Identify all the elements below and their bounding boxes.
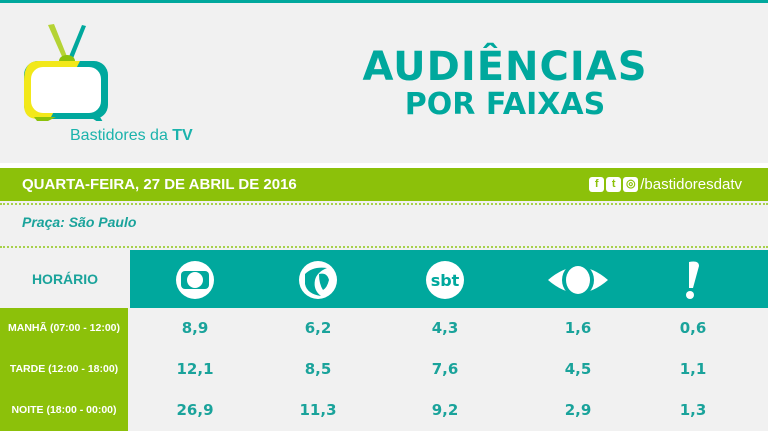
sbt-logo-icon: sbt (426, 261, 464, 299)
globo-logo-icon (176, 261, 214, 299)
rating-value: 26,9 (176, 401, 214, 419)
row-label: MANHÃ (07:00 - 12:00) (0, 308, 128, 349)
social-handle[interactable]: /bastidoresdatv (640, 176, 742, 193)
page-title: AUDIÊNCIAS POR FAIXAS (320, 45, 690, 121)
title-line-2: POR FAIXAS (404, 87, 606, 122)
rating-value: 4,3 (431, 319, 459, 337)
row-label: NOITE (18:00 - 00:00) (0, 390, 128, 431)
rating-value: 4,5 (564, 360, 592, 378)
rating-value: 1,6 (564, 319, 592, 337)
band-logo-icon (548, 263, 608, 297)
row-label: TARDE (12:00 - 18:00) (0, 349, 128, 390)
dotted-divider (0, 246, 768, 248)
rating-value: 8,5 (304, 360, 332, 378)
brand-name: Bastidores da TV (70, 127, 193, 145)
record-logo-icon (299, 261, 337, 299)
dotted-divider (0, 203, 768, 205)
rating-value: 0,6 (679, 319, 707, 337)
horario-header: HORÁRIO (31, 271, 99, 287)
rating-value: 6,2 (304, 319, 332, 337)
instagram-icon[interactable]: ◎ (623, 177, 639, 192)
brand-text: Bastidores da (70, 127, 173, 144)
rating-value: 1,1 (679, 360, 707, 378)
table-row: TARDE (12:00 - 18:00) 12,1 8,5 7,6 4,5 1… (0, 349, 768, 390)
tv-logo (24, 24, 108, 121)
rating-value: 2,9 (564, 401, 592, 419)
brand-text-bold: TV (172, 127, 193, 144)
date-bar: QUARTA-FEIRA, 27 DE ABRIL DE 2016 f t ◎ … (0, 168, 768, 201)
rating-value: 11,3 (299, 401, 337, 419)
rating-value: 12,1 (176, 360, 214, 378)
date-text: QUARTA-FEIRA, 27 DE ABRIL DE 2016 (22, 176, 297, 193)
praca-label: Praça: São Paulo (22, 214, 137, 230)
redetv-logo-icon (686, 261, 699, 299)
rating-value: 1,3 (679, 401, 707, 419)
header: Bastidores da TV AUDIÊNCIAS POR FAIXAS (0, 3, 768, 163)
social-links[interactable]: f t ◎ /bastidoresdatv (589, 168, 742, 201)
rating-value: 9,2 (431, 401, 459, 419)
twitter-icon[interactable]: t (606, 177, 622, 192)
rating-value: 8,9 (181, 319, 209, 337)
table-row: MANHÃ (07:00 - 12:00) 8,9 6,2 4,3 1,6 0,… (0, 308, 768, 349)
facebook-icon[interactable]: f (589, 177, 605, 192)
table-header: HORÁRIO sbt (0, 250, 768, 308)
svg-text:sbt: sbt (431, 271, 460, 290)
ratings-table: MANHÃ (07:00 - 12:00) 8,9 6,2 4,3 1,6 0,… (0, 308, 768, 431)
top-strip (0, 0, 768, 3)
rating-value: 7,6 (431, 360, 459, 378)
title-line-1: AUDIÊNCIAS (362, 44, 648, 90)
table-row: NOITE (18:00 - 00:00) 26,9 11,3 9,2 2,9 … (0, 390, 768, 431)
divider (0, 163, 768, 168)
